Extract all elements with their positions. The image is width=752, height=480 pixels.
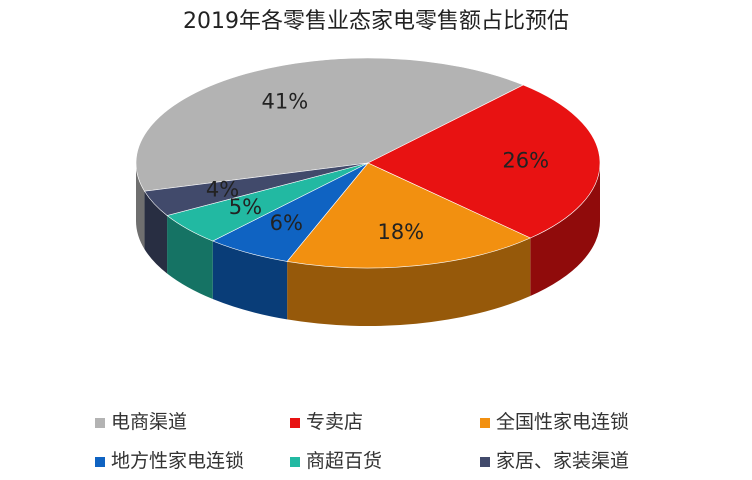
data-label: 4% [206,178,239,202]
slice-side [136,163,145,250]
legend-swatch [480,457,490,467]
slice-side [212,241,288,320]
data-label: 18% [377,220,424,244]
legend-label: 全国性家电连锁 [496,411,629,433]
legend-swatch [290,457,300,467]
data-label: 41% [262,89,309,113]
legend-swatch [95,418,105,428]
legend-swatch [290,418,300,428]
chart-title: 2019年各零售业态家电零售额占比预估 [183,9,569,34]
slice [367,84,601,239]
slice [135,57,524,192]
slice-side [287,238,531,327]
data-label: 6% [270,211,303,235]
slice [286,162,532,269]
legend-label: 家居、家装渠道 [496,450,629,472]
slice [144,162,369,216]
data-label: 26% [502,149,549,173]
legend-label: 商超百货 [306,450,382,472]
slice-side [144,191,168,274]
legend-swatch [95,457,105,467]
legend-swatch [480,418,490,428]
slice-side [530,163,600,297]
legend-label: 专卖店 [306,411,363,433]
data-label: 5% [229,195,262,219]
legend-label: 电商渠道 [111,411,187,433]
legend-label: 地方性家电连锁 [111,450,244,472]
